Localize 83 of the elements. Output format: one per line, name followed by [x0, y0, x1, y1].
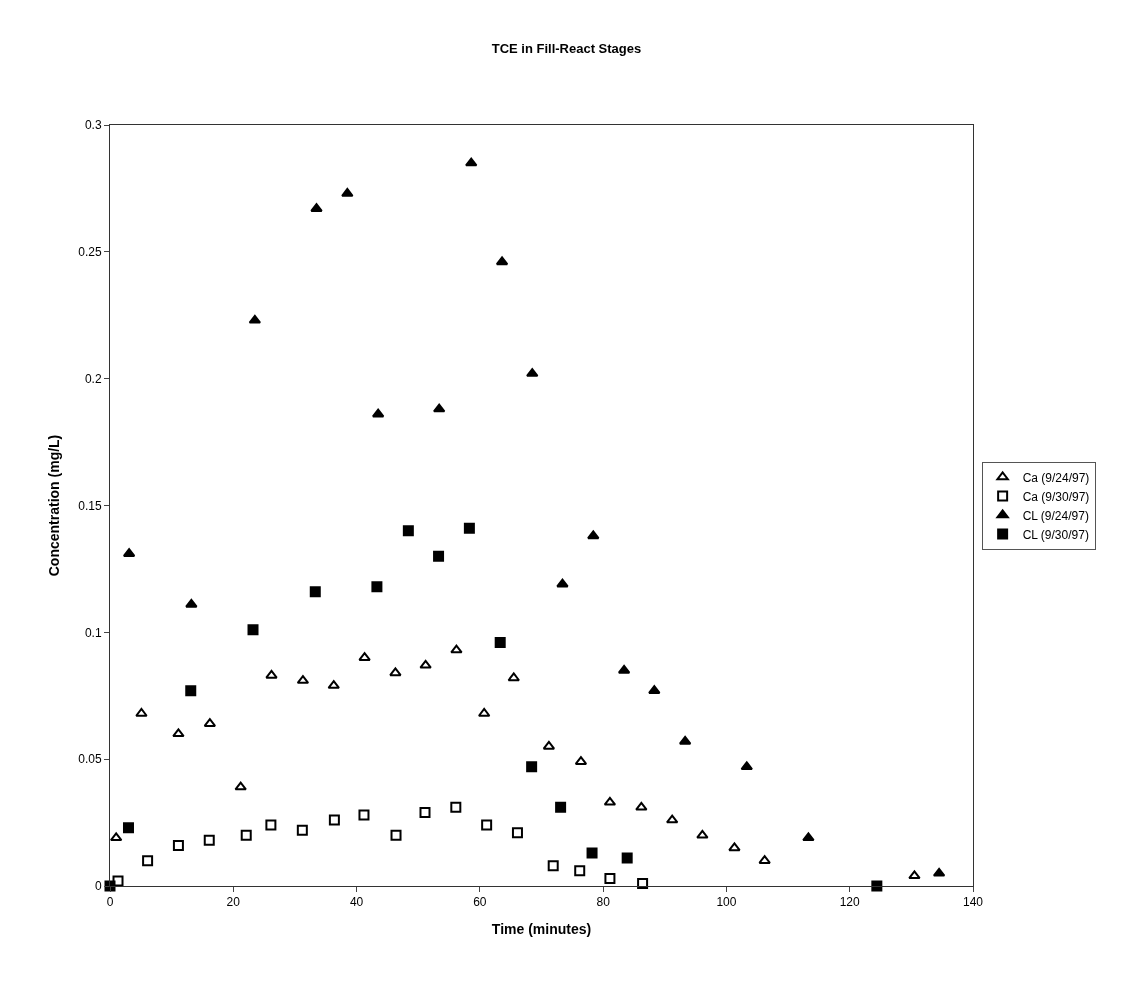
point [678, 735, 692, 745]
point [740, 761, 753, 771]
point [185, 598, 198, 608]
point [908, 870, 921, 880]
y-tick-label: 0.1 [84, 625, 102, 640]
point [240, 829, 252, 841]
x-tick-label: 20 [226, 895, 241, 910]
x-tick-label: 0 [106, 895, 114, 910]
point [328, 814, 340, 826]
point [390, 829, 402, 841]
point [203, 834, 215, 846]
point [802, 832, 815, 842]
legend-label: Ca (9/24/97) [1022, 470, 1090, 485]
point [172, 839, 184, 851]
point [555, 801, 567, 813]
point [556, 578, 569, 588]
point [358, 809, 370, 821]
point [265, 819, 277, 831]
x-tick-label: 60 [473, 895, 487, 910]
point [463, 522, 475, 534]
point [696, 829, 709, 839]
y-tick-label: 0.3 [84, 118, 102, 133]
point [309, 586, 321, 598]
point [402, 525, 414, 537]
point [389, 667, 402, 677]
legend-label: CL (9/30/97) [1022, 527, 1089, 542]
point [341, 187, 354, 197]
point [547, 860, 559, 872]
y-tick-label: 0.25 [78, 245, 102, 260]
x-tick-label: 120 [839, 895, 861, 910]
point [587, 530, 600, 540]
point [511, 827, 523, 839]
point [296, 824, 308, 836]
point [728, 842, 741, 852]
point [432, 403, 446, 413]
point [371, 408, 385, 418]
legend-label: Ca (9/30/97) [1022, 489, 1090, 504]
point [621, 852, 633, 864]
point [419, 806, 431, 818]
y-tick-label: 0 [94, 879, 102, 894]
point [495, 256, 509, 266]
point [122, 822, 134, 834]
point [635, 801, 648, 811]
x-tick-label: 40 [349, 895, 364, 910]
x-tick-label: 140 [962, 895, 984, 910]
point [526, 761, 538, 773]
point [665, 814, 679, 824]
y-tick-label: 0.15 [78, 498, 102, 513]
point [265, 669, 278, 679]
point [185, 685, 197, 697]
point [871, 880, 883, 892]
point [172, 728, 185, 738]
point [465, 157, 478, 167]
point [574, 865, 586, 877]
point [617, 664, 631, 674]
x-tick-label: 80 [596, 895, 611, 910]
point [419, 659, 432, 669]
x-tick-label: 100 [716, 895, 737, 910]
y-tick-label: 0.2 [84, 371, 102, 386]
y-axis-title: Concentration (mg/L) [45, 434, 62, 577]
point [604, 872, 616, 884]
point [542, 740, 556, 750]
point [248, 314, 262, 324]
point [481, 819, 493, 831]
chart-title: TCE in Fill-React Stages [491, 41, 642, 57]
point [494, 636, 506, 648]
point [433, 550, 445, 562]
point [371, 581, 383, 593]
point [142, 855, 154, 867]
point [234, 781, 247, 791]
point [450, 644, 463, 654]
point [112, 875, 124, 887]
point [507, 672, 520, 682]
point [109, 832, 123, 842]
point [637, 877, 649, 889]
point [603, 796, 617, 806]
point [586, 847, 598, 859]
point [450, 801, 462, 813]
point [932, 867, 946, 877]
x-axis-title: Time (minutes) [491, 920, 592, 937]
point [247, 624, 259, 636]
legend-label: CL (9/24/97) [1022, 508, 1089, 523]
y-tick-label: 0.05 [78, 752, 102, 767]
